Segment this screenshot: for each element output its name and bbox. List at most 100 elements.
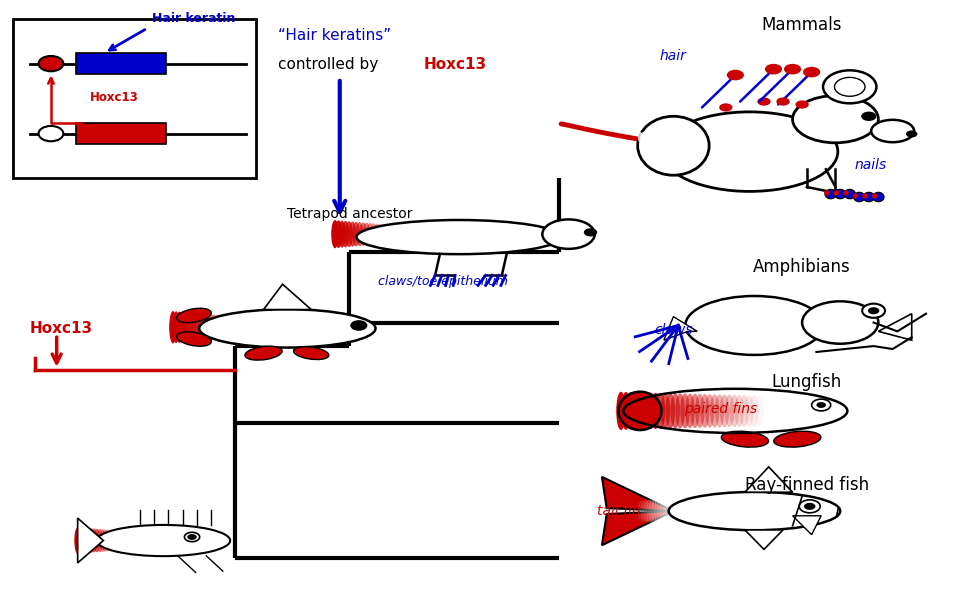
Ellipse shape (740, 395, 749, 427)
Text: Hair keratin: Hair keratin (152, 12, 235, 25)
Ellipse shape (182, 312, 189, 342)
Ellipse shape (542, 220, 595, 249)
Ellipse shape (185, 313, 193, 342)
Ellipse shape (374, 224, 381, 244)
FancyBboxPatch shape (76, 123, 166, 144)
Ellipse shape (82, 528, 89, 553)
Ellipse shape (177, 308, 211, 323)
Ellipse shape (802, 301, 879, 344)
Ellipse shape (643, 133, 648, 143)
Circle shape (861, 111, 877, 121)
Circle shape (350, 320, 367, 331)
Ellipse shape (395, 226, 402, 243)
Ellipse shape (700, 394, 709, 428)
Ellipse shape (213, 315, 221, 340)
Ellipse shape (380, 224, 388, 244)
Text: Tetrapod ancestor: Tetrapod ancestor (288, 207, 413, 220)
Ellipse shape (638, 116, 709, 175)
Ellipse shape (656, 393, 665, 429)
Ellipse shape (617, 392, 626, 430)
Text: Hoxc13: Hoxc13 (424, 57, 487, 72)
Ellipse shape (227, 316, 234, 339)
Circle shape (765, 64, 782, 75)
Ellipse shape (705, 394, 714, 427)
Circle shape (784, 64, 801, 75)
Circle shape (799, 500, 820, 513)
Text: Hoxc13: Hoxc13 (90, 91, 139, 104)
Ellipse shape (335, 220, 342, 248)
Ellipse shape (835, 189, 846, 199)
Ellipse shape (77, 527, 84, 554)
Ellipse shape (670, 139, 675, 150)
Text: Amphibians: Amphibians (753, 258, 851, 276)
Text: claws/toe epithelium: claws/toe epithelium (378, 275, 508, 288)
Ellipse shape (198, 313, 206, 341)
Polygon shape (264, 284, 312, 310)
Ellipse shape (366, 223, 374, 245)
Ellipse shape (205, 314, 211, 340)
Ellipse shape (352, 222, 359, 246)
Ellipse shape (338, 221, 346, 247)
Text: tail fin: tail fin (598, 504, 641, 518)
Ellipse shape (88, 528, 95, 553)
Ellipse shape (638, 131, 642, 142)
Ellipse shape (387, 225, 395, 243)
Ellipse shape (667, 139, 672, 149)
Ellipse shape (651, 135, 656, 146)
Ellipse shape (191, 313, 199, 342)
Ellipse shape (734, 395, 744, 427)
Ellipse shape (97, 529, 103, 552)
Ellipse shape (665, 495, 671, 527)
Ellipse shape (641, 392, 650, 429)
Ellipse shape (384, 224, 392, 244)
Ellipse shape (773, 431, 821, 447)
Ellipse shape (179, 312, 186, 343)
Ellipse shape (124, 531, 131, 550)
Ellipse shape (239, 317, 247, 337)
Ellipse shape (245, 346, 282, 360)
Ellipse shape (646, 392, 655, 429)
Polygon shape (663, 317, 697, 340)
Ellipse shape (825, 189, 836, 199)
Ellipse shape (104, 530, 111, 552)
Ellipse shape (99, 529, 106, 552)
Ellipse shape (236, 317, 244, 338)
Ellipse shape (199, 309, 376, 348)
Ellipse shape (345, 221, 353, 247)
Ellipse shape (745, 395, 754, 427)
Ellipse shape (657, 136, 662, 147)
Ellipse shape (843, 190, 849, 195)
Circle shape (812, 399, 831, 411)
Ellipse shape (341, 221, 349, 247)
Ellipse shape (646, 499, 652, 523)
Ellipse shape (661, 393, 670, 429)
Ellipse shape (91, 529, 98, 552)
Text: paired fins: paired fins (684, 402, 758, 416)
Ellipse shape (873, 192, 884, 202)
Ellipse shape (663, 496, 668, 527)
Ellipse shape (210, 314, 218, 340)
Ellipse shape (229, 316, 237, 338)
Circle shape (187, 534, 197, 540)
Ellipse shape (710, 394, 720, 427)
Ellipse shape (668, 492, 840, 530)
Ellipse shape (729, 395, 739, 427)
Ellipse shape (232, 317, 240, 338)
Ellipse shape (834, 190, 839, 195)
Ellipse shape (660, 496, 665, 526)
Circle shape (757, 98, 771, 106)
Ellipse shape (651, 392, 661, 429)
Ellipse shape (675, 393, 684, 429)
Text: nails: nails (855, 157, 887, 172)
Text: hair: hair (659, 49, 686, 63)
Polygon shape (793, 516, 821, 535)
Ellipse shape (621, 392, 631, 430)
Circle shape (584, 229, 598, 236)
Ellipse shape (654, 497, 660, 525)
Ellipse shape (863, 192, 875, 202)
Text: Ray-finned fish: Ray-finned fish (745, 476, 869, 494)
Ellipse shape (370, 223, 378, 245)
Ellipse shape (871, 120, 914, 142)
Ellipse shape (793, 96, 879, 143)
Ellipse shape (116, 530, 122, 551)
